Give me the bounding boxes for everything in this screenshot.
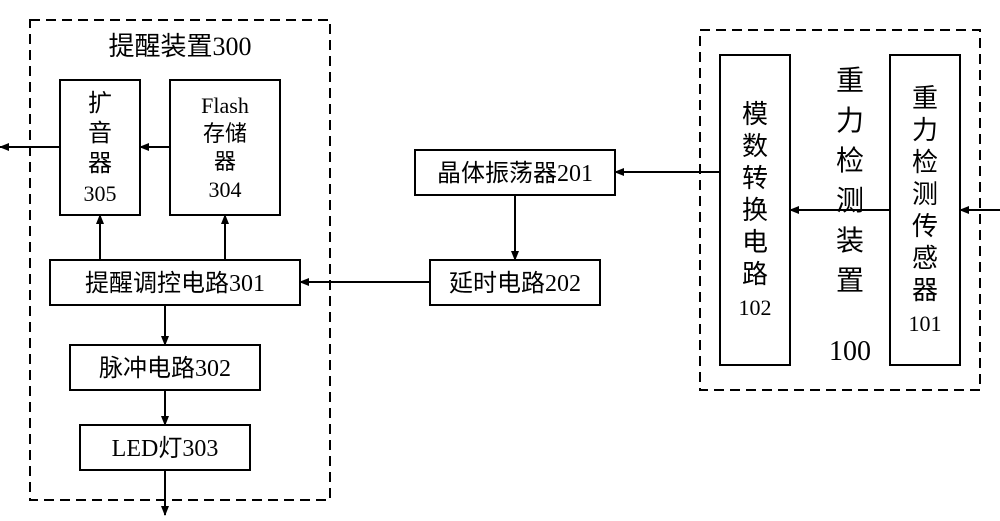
gravity_sensor_101-id: 101 (909, 311, 942, 336)
amplifier_305-line: 音 (88, 120, 112, 147)
adc_102-line: 数 (742, 132, 768, 161)
adc_102-line: 转 (742, 164, 768, 193)
flash_304-line: 器 (214, 149, 236, 174)
gravity-device-title-char: 装 (836, 225, 864, 257)
gravity-device-title-char: 测 (836, 186, 864, 217)
led_303-label: LED灯303 (112, 435, 219, 462)
amplifier_305-line: 器 (88, 151, 112, 177)
adc_102-id: 102 (739, 295, 772, 320)
block-diagram: 提醒装置300重力检测装置100扩音器305Flash存储器304提醒调控电路3… (0, 0, 1000, 521)
gravity-device-id: 100 (829, 336, 871, 367)
flash_304-line: 存储 (203, 121, 247, 146)
adc_102-line: 模 (742, 100, 768, 129)
amplifier_305-id: 305 (84, 181, 117, 206)
gravity_sensor_101-line: 器 (912, 276, 938, 305)
adc_102-line: 换 (742, 196, 768, 225)
gravity_sensor_101-line: 感 (912, 244, 938, 273)
gravity_sensor_101-line: 重 (912, 84, 938, 113)
gravity-device-title-char: 检 (836, 145, 864, 177)
amplifier_305-line: 扩 (88, 90, 112, 117)
flash_304-line: Flash (201, 93, 249, 118)
gravity-device-title-char: 力 (836, 105, 864, 137)
pulse_302-label: 脉冲电路302 (99, 355, 231, 382)
gravity_sensor_101-line: 检 (912, 148, 938, 177)
delay_202-label: 延时电路202 (449, 270, 581, 297)
reminder-device-title: 提醒装置300 (108, 32, 251, 61)
reminder_ctrl_301-label: 提醒调控电路301 (85, 270, 265, 297)
adc_102-line: 路 (742, 260, 768, 289)
flash_304-id: 304 (209, 177, 242, 202)
gravity_sensor_101-line: 力 (912, 116, 938, 145)
gravity-device-title-char: 置 (836, 266, 864, 297)
gravity_sensor_101-line: 传 (912, 212, 938, 241)
adc_102-line: 电 (742, 228, 768, 257)
crystal_201-label: 晶体振荡器201 (437, 160, 593, 187)
gravity-device-title-char: 重 (836, 65, 864, 97)
gravity_sensor_101-line: 测 (912, 180, 938, 209)
